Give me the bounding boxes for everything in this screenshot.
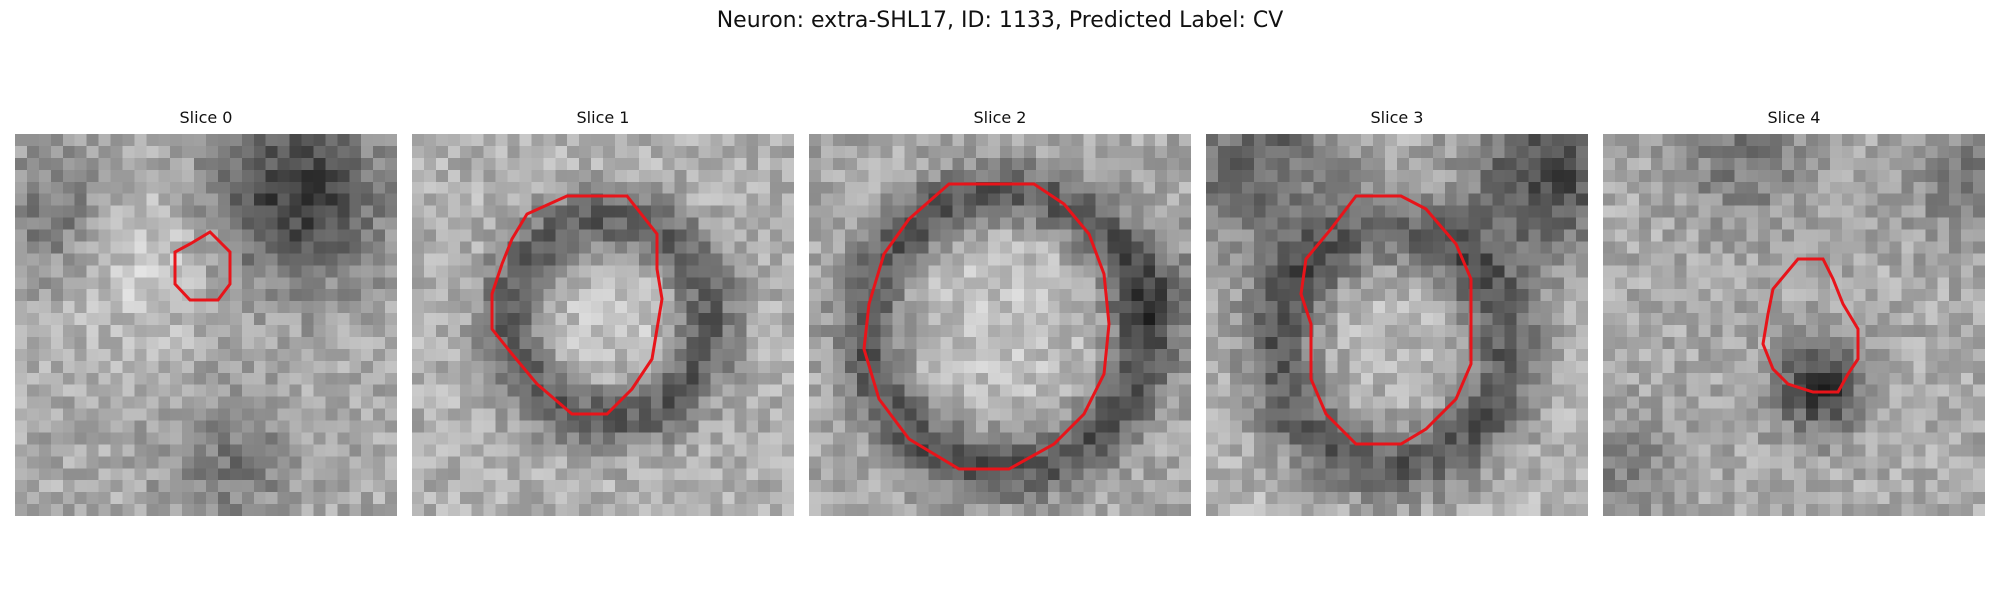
slice-contour-4 bbox=[1761, 257, 1860, 394]
slice-panel-4: Slice 4 bbox=[1603, 108, 1985, 518]
slice-contour-1 bbox=[490, 194, 664, 416]
slice-image-3 bbox=[1206, 134, 1588, 516]
figure-title: Neuron: extra-SHL17, ID: 1133, Predicted… bbox=[716, 8, 1284, 33]
slice-image-0 bbox=[15, 134, 397, 516]
slice-panel-3: Slice 3 bbox=[1206, 108, 1588, 518]
slice-contour-2 bbox=[862, 182, 1111, 471]
slice-image-4 bbox=[1603, 134, 1985, 516]
slice-panel-1: Slice 1 bbox=[412, 108, 794, 518]
slice-title-1: Slice 1 bbox=[576, 108, 630, 127]
slice-title-4: Slice 4 bbox=[1767, 108, 1821, 127]
slice-panel-0: Slice 0 bbox=[15, 108, 397, 518]
slice-panel-2: Slice 2 bbox=[809, 108, 1191, 518]
slice-title-2: Slice 2 bbox=[973, 108, 1027, 127]
slice-title-3: Slice 3 bbox=[1370, 108, 1424, 127]
slice-image-2 bbox=[809, 134, 1191, 516]
slice-contour-3 bbox=[1299, 194, 1473, 446]
slice-contour-0 bbox=[173, 230, 232, 302]
slice-image-1 bbox=[412, 134, 794, 516]
slice-title-0: Slice 0 bbox=[179, 108, 233, 127]
